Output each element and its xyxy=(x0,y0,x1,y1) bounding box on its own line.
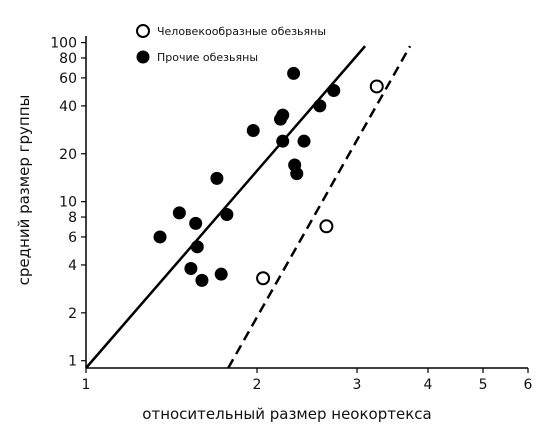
legend-label-other-monkeys: Прочие обезьяны xyxy=(157,51,258,64)
y-tick-label: 60 xyxy=(59,71,77,87)
x-tick-label: 2 xyxy=(253,377,262,393)
data-point-monkey xyxy=(189,216,203,230)
y-tick-label: 100 xyxy=(50,36,77,52)
data-point-ape xyxy=(256,271,271,286)
data-point-monkey xyxy=(214,267,228,281)
data-point-monkey xyxy=(210,171,224,185)
y-tick-label: 40 xyxy=(59,99,77,115)
x-tick-label: 6 xyxy=(524,377,533,393)
y-tick-label: 6 xyxy=(68,230,77,246)
data-point-monkey xyxy=(153,230,167,244)
data-point-monkey xyxy=(290,167,304,181)
x-tick-label: 3 xyxy=(353,377,362,393)
legend-marker-other-monkeys xyxy=(136,50,150,64)
legend-marker-apes xyxy=(136,24,150,38)
data-point-monkey xyxy=(220,208,234,222)
y-tick-label: 8 xyxy=(68,210,77,226)
y-tick-label: 2 xyxy=(68,306,77,322)
data-point-monkey xyxy=(297,134,311,148)
data-points xyxy=(153,66,384,287)
legend-label-apes: Человекообразные обезьяны xyxy=(157,25,326,38)
data-point-monkey xyxy=(190,240,204,254)
x-axis-label: относительный размер неокортекса xyxy=(142,405,431,423)
y-axis-label: средний размер группы xyxy=(15,95,33,286)
trend-line-dashed xyxy=(227,45,412,369)
data-point-monkey xyxy=(246,124,260,138)
y-tick-label: 80 xyxy=(59,51,77,67)
data-point-monkey xyxy=(172,206,186,220)
data-point-ape xyxy=(369,79,384,94)
data-point-monkey xyxy=(184,261,198,275)
y-tick-label: 1 xyxy=(68,354,77,370)
trend-line-solid xyxy=(85,45,367,369)
legend: Человекообразные обезьяны Прочие обезьян… xyxy=(136,24,326,64)
x-tick-label: 1 xyxy=(82,377,91,393)
y-tick-label: 20 xyxy=(59,147,77,163)
data-point-ape xyxy=(319,219,334,234)
y-tick-label: 4 xyxy=(68,258,77,274)
data-point-monkey xyxy=(327,83,341,97)
data-point-monkey xyxy=(195,273,209,287)
x-tick-label: 5 xyxy=(479,377,488,393)
y-tick-label: 10 xyxy=(59,195,77,211)
x-tick-label: 4 xyxy=(424,377,433,393)
data-point-monkey xyxy=(276,134,290,148)
data-point-monkey xyxy=(313,99,327,113)
trend-lines xyxy=(85,45,412,369)
data-point-monkey xyxy=(276,108,290,122)
data-point-monkey xyxy=(287,66,301,80)
